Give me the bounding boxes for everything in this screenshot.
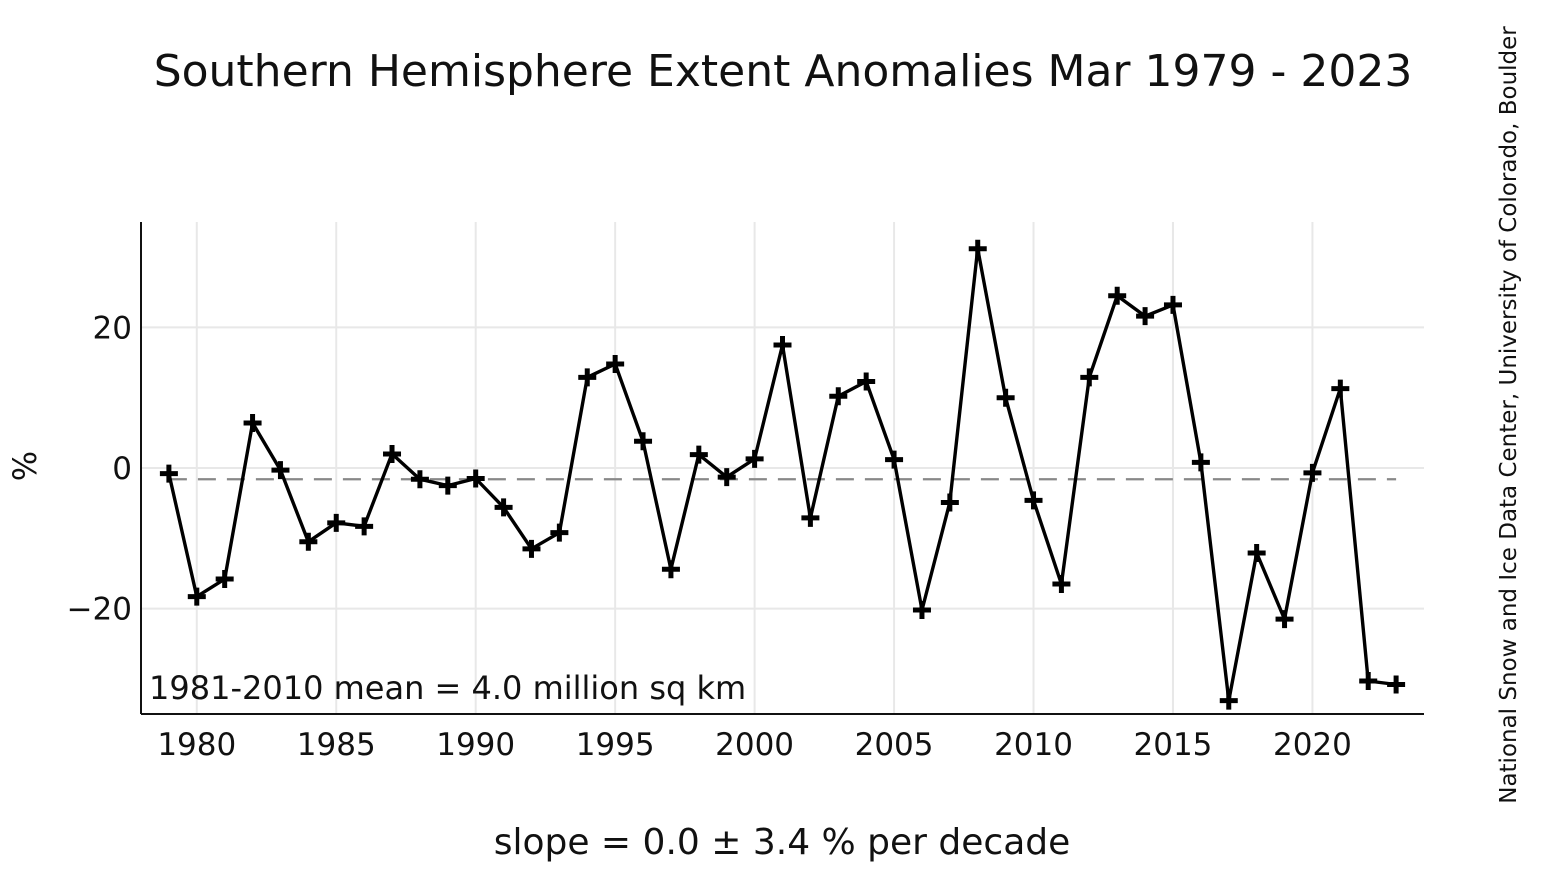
- data-point: [1275, 610, 1294, 629]
- x-tick-label: 2020: [1273, 727, 1352, 763]
- data-point: [689, 445, 708, 464]
- x-tick-label: 2010: [994, 727, 1073, 763]
- data-point: [1163, 295, 1182, 314]
- data-point: [1331, 379, 1350, 398]
- data-point: [494, 498, 513, 517]
- data-point: [1136, 307, 1155, 326]
- data-point: [1303, 463, 1322, 482]
- data-point: [1359, 671, 1378, 690]
- data-point: [299, 532, 318, 551]
- x-tick-label: 2000: [715, 727, 794, 763]
- data-point: [327, 513, 346, 532]
- data-point: [187, 587, 206, 606]
- data-point: [885, 450, 904, 469]
- data-point: [996, 388, 1015, 407]
- data-point: [1387, 675, 1406, 694]
- data-point: [271, 461, 290, 480]
- chart-title: Southern Hemisphere Extent Anomalies Mar…: [154, 46, 1413, 97]
- data-point: [410, 470, 429, 489]
- x-tick-label: 1995: [576, 727, 655, 763]
- series-layer: [159, 239, 1406, 710]
- data-point: [1052, 574, 1071, 593]
- data-point: [383, 444, 402, 463]
- data-point: [717, 468, 736, 487]
- x-tick-label: 2005: [855, 727, 934, 763]
- data-point: [466, 469, 485, 488]
- data-point: [829, 387, 848, 406]
- x-axis-label: slope = 0.0 ± 3.4 % per decade: [494, 822, 1071, 863]
- data-point: [355, 517, 374, 536]
- x-tick-label: 1980: [157, 727, 236, 763]
- axes: [140, 222, 1424, 715]
- mean-annotation: 1981-2010 mean = 4.0 million sq km: [149, 669, 746, 707]
- data-point: [550, 523, 569, 542]
- tick-layer: 1980 1985 1990 1995 2000 2005 2010 2015 2020 −20 0…: [67, 310, 1352, 763]
- data-point: [438, 476, 457, 495]
- data-point: [1080, 368, 1099, 387]
- data-point: [857, 372, 876, 391]
- data-point: [968, 239, 987, 258]
- data-point: [243, 414, 262, 433]
- x-tick-label: 1990: [436, 727, 515, 763]
- data-point: [606, 354, 625, 373]
- grid-lines: [141, 222, 1424, 714]
- data-point: [1219, 691, 1238, 710]
- data-point: [773, 336, 792, 354]
- data-point: [801, 508, 820, 527]
- data-point: [1191, 453, 1210, 472]
- data-point: [578, 368, 597, 387]
- data-point: [1024, 491, 1043, 510]
- data-point: [661, 560, 680, 579]
- credit-text: National Snow and Ice Data Center, Unive…: [1496, 26, 1522, 804]
- data-point: [215, 570, 234, 589]
- data-point: [745, 449, 764, 468]
- data-point: [1108, 286, 1127, 305]
- series-line: [167, 246, 1397, 703]
- x-tick-label: 2015: [1134, 727, 1213, 763]
- data-point: [1247, 544, 1266, 563]
- y-tick-label: 0: [112, 451, 132, 487]
- y-tick-label: −20: [67, 592, 132, 628]
- y-axis-label: %: [6, 451, 44, 481]
- data-point: [634, 432, 653, 451]
- data-point: [522, 539, 541, 558]
- data-point: [159, 464, 178, 483]
- x-tick-label: 1985: [297, 727, 376, 763]
- data-point: [912, 600, 931, 619]
- y-tick-label: 20: [93, 310, 132, 346]
- data-point: [940, 493, 959, 512]
